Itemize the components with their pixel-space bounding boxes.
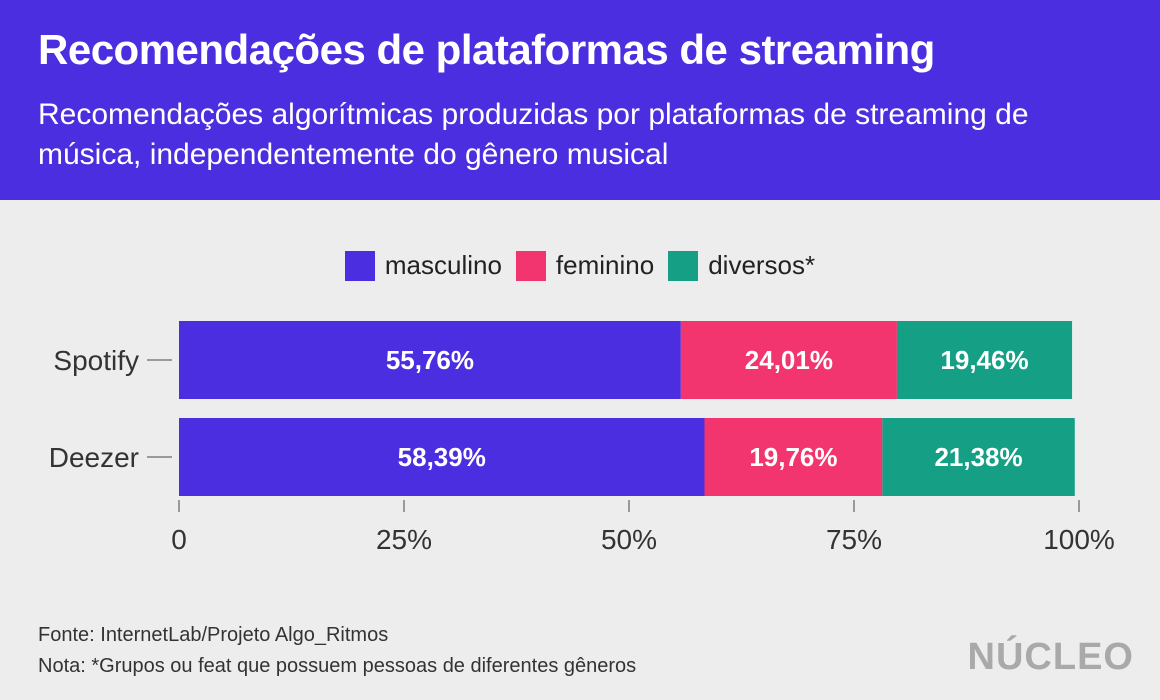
legend-label-feminino: feminino bbox=[555, 250, 655, 280]
data-label-spotify-1: 24,01% bbox=[745, 345, 833, 375]
bar-deezer-1 bbox=[704, 418, 883, 496]
header-banner: Recomendações de plataformas de streamin… bbox=[0, 0, 1160, 200]
footnote: Nota: *Grupos ou feat que possuem pessoa… bbox=[38, 655, 637, 677]
bar-spotify-0 bbox=[179, 321, 681, 399]
data-label-deezer-0: 58,39% bbox=[398, 442, 486, 472]
footer: Fonte: InternetLab/Projeto Algo_Ritmos N… bbox=[38, 620, 636, 682]
data-label-deezer-1: 19,76% bbox=[749, 442, 837, 472]
category-label-deezer: Deezer bbox=[49, 442, 139, 473]
x-tick-label-4: 100% bbox=[1043, 524, 1115, 555]
category-label-spotify: Spotify bbox=[53, 345, 139, 376]
source-note: Fonte: InternetLab/Projeto Algo_Ritmos bbox=[38, 624, 389, 646]
bar-deezer-2 bbox=[882, 418, 1075, 496]
legend-label-masculino: masculino bbox=[384, 250, 502, 280]
bar-deezer-0 bbox=[179, 418, 705, 496]
legend-item-masculino: masculino bbox=[344, 250, 502, 281]
brand-logo: NÚCLEO bbox=[967, 636, 1134, 678]
data-label-spotify-2: 19,46% bbox=[940, 345, 1028, 375]
legend-label-diversos: diversos* bbox=[708, 250, 816, 280]
legend-item-diversos: diversos* bbox=[668, 250, 815, 281]
legend-swatch-feminino bbox=[515, 250, 546, 281]
legend-item-feminino: feminino bbox=[515, 250, 655, 281]
x-tick-label-0: 0 bbox=[171, 524, 187, 555]
x-tick-label-3: 75% bbox=[826, 524, 882, 555]
bar-spotify-2 bbox=[896, 321, 1073, 399]
chart-title: Recomendações de plataformas de streamin… bbox=[38, 26, 935, 73]
legend: masculino feminino diversos* bbox=[0, 250, 1160, 281]
legend-swatch-masculino bbox=[344, 250, 375, 281]
x-tick-label-2: 50% bbox=[601, 524, 657, 555]
bar-spotify-1 bbox=[680, 321, 897, 399]
x-tick-label-1: 25% bbox=[376, 524, 432, 555]
data-label-spotify-0: 55,76% bbox=[386, 345, 474, 375]
data-label-deezer-2: 21,38% bbox=[934, 442, 1022, 472]
legend-swatch-diversos bbox=[668, 250, 699, 281]
chart-subtitle: Recomendações algorítmicas produzidas po… bbox=[38, 98, 1029, 171]
